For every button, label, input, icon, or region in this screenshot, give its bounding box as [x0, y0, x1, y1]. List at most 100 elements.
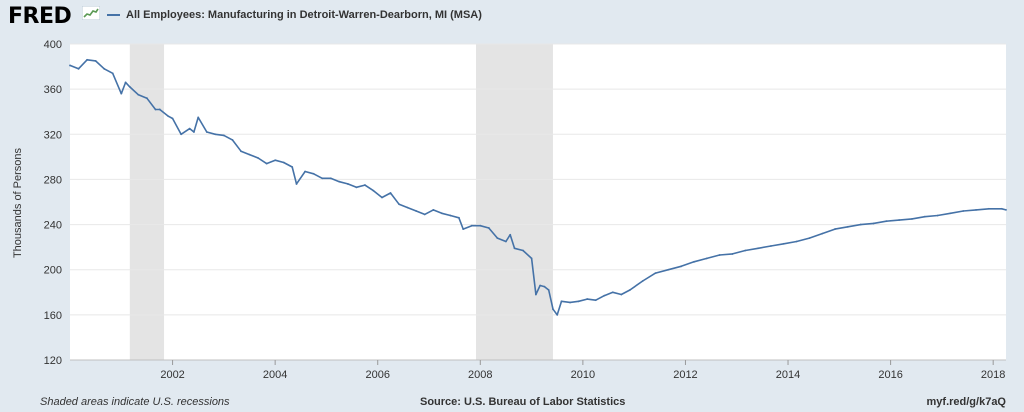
data-point: [257, 157, 259, 159]
data-point: [705, 257, 708, 260]
data-point: [1000, 207, 1003, 210]
data-point: [398, 203, 400, 206]
data-point: [154, 108, 157, 111]
series-points: [69, 58, 1007, 316]
data-point: [834, 228, 836, 230]
data-point: [120, 92, 123, 95]
data-point: [603, 294, 606, 297]
data-point: [389, 192, 392, 194]
data-point: [248, 153, 251, 156]
source-credit: Source: U.S. Bureau of Labor Statistics: [420, 396, 626, 408]
y-tick-label: 120: [44, 355, 62, 367]
x-tick-label: 2006: [365, 369, 389, 381]
data-point: [667, 268, 670, 271]
data-point: [197, 116, 200, 119]
grid-lines: [70, 43, 1006, 361]
data-point: [291, 166, 294, 168]
data-point: [432, 209, 435, 211]
x-tick-label: 2008: [468, 369, 492, 381]
data-point: [103, 67, 106, 70]
legend-swatch: [107, 14, 120, 16]
data-point: [423, 213, 426, 216]
recession-bands: [129, 44, 553, 360]
data-point: [406, 206, 409, 209]
legend-series-title: All Employees: Manufacturing in Detroit-…: [126, 9, 482, 21]
data-point: [821, 232, 824, 235]
data-point: [487, 227, 490, 229]
data-point: [509, 233, 512, 236]
data-point: [282, 161, 285, 164]
data-point: [193, 131, 195, 133]
data-point: [355, 186, 358, 189]
recession-band-1: [129, 44, 165, 360]
data-point: [936, 214, 939, 217]
data-point: [808, 237, 811, 240]
data-point: [560, 300, 563, 303]
x-tick-label: 2004: [263, 369, 287, 381]
y-tick-label: 160: [44, 310, 62, 322]
data-point: [594, 299, 597, 302]
data-point: [782, 242, 785, 245]
data-point: [111, 72, 114, 75]
data-point: [338, 180, 341, 183]
data-point: [128, 85, 131, 88]
data-point: [859, 223, 862, 226]
data-point: [458, 216, 460, 219]
y-tick-label: 400: [44, 39, 62, 51]
data-point: [586, 298, 589, 300]
data-point: [731, 253, 734, 255]
data-point: [240, 150, 242, 153]
data-point: [962, 210, 965, 212]
data-point: [381, 196, 383, 199]
chart-header: FRED All Employees: Manufacturing in Det…: [0, 0, 1024, 36]
y-tick-label: 240: [44, 220, 62, 232]
data-point: [556, 313, 559, 316]
recession-band-2: [476, 44, 553, 360]
data-point: [214, 133, 217, 136]
data-point: [304, 170, 306, 173]
x-tick-label: 2014: [776, 369, 800, 381]
data-point: [137, 93, 140, 96]
data-point: [86, 58, 88, 61]
data-point: [372, 189, 375, 192]
data-point: [543, 285, 546, 288]
data-point: [539, 284, 542, 287]
data-point: [534, 293, 537, 296]
short-link[interactable]: myf.red/g/k7aQ: [926, 396, 1006, 408]
data-point: [505, 240, 507, 243]
data-point: [470, 224, 473, 227]
data-point: [846, 225, 849, 228]
data-point: [757, 247, 760, 250]
data-point: [124, 81, 127, 84]
data-point: [569, 301, 571, 304]
x-tick-label: 2002: [160, 369, 184, 381]
y-tick-label: 320: [44, 129, 62, 141]
data-point: [329, 177, 332, 180]
data-point: [346, 183, 349, 185]
data-point: [274, 159, 277, 162]
y-tick-label: 280: [44, 174, 62, 186]
data-point: [146, 97, 148, 100]
data-point: [628, 289, 631, 291]
data-point: [611, 291, 614, 294]
data-point: [415, 210, 418, 212]
data-point: [620, 293, 623, 296]
data-point: [693, 260, 695, 263]
data-point: [718, 254, 721, 256]
data-point: [988, 207, 990, 210]
data-point: [949, 212, 952, 215]
data-point: [770, 245, 772, 247]
fred-logo[interactable]: FRED: [8, 4, 72, 29]
data-point: [680, 265, 683, 268]
data-point: [77, 67, 80, 70]
data-point: [180, 133, 183, 136]
data-point: [496, 237, 499, 240]
data-point: [885, 220, 888, 223]
data-point: [188, 127, 191, 130]
data-point: [923, 215, 926, 218]
data-point: [898, 219, 901, 221]
data-point: [744, 249, 747, 252]
y-axis-ticks: 120 160 200 240 280 320 360 400: [44, 39, 62, 367]
data-point: [440, 212, 443, 215]
